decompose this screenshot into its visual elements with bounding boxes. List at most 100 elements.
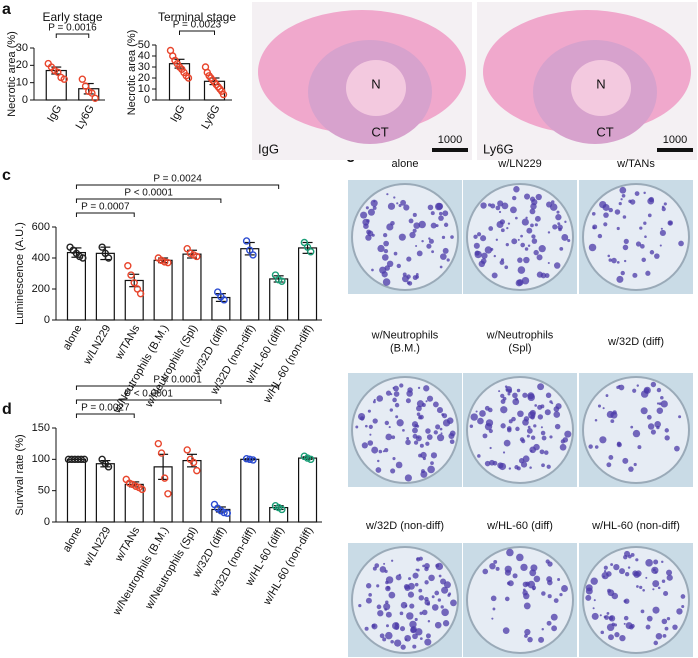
colony <box>512 392 518 399</box>
colony <box>493 254 496 258</box>
colony <box>520 563 528 572</box>
y-axis-label: Necrotic area (%) <box>6 31 18 117</box>
colony <box>603 569 607 573</box>
colony <box>389 408 393 412</box>
colony <box>521 439 526 444</box>
significance-bracket <box>75 212 135 217</box>
colony <box>480 235 487 242</box>
colonies <box>482 548 568 643</box>
colony <box>419 611 423 615</box>
colony <box>523 416 530 422</box>
colony <box>416 412 421 416</box>
colony <box>408 577 412 581</box>
plate-label: w/32D (non-diff) <box>365 520 444 532</box>
colony <box>418 220 426 229</box>
colony <box>625 622 633 630</box>
colonies <box>588 381 682 472</box>
colony <box>618 202 622 206</box>
colony <box>415 568 418 571</box>
colony <box>681 604 685 609</box>
colony <box>491 617 494 620</box>
colony <box>664 435 670 441</box>
panel-label: c <box>2 167 11 184</box>
colony <box>645 559 653 567</box>
colony <box>384 569 388 573</box>
x-tick-label: w/LN229 <box>81 525 114 569</box>
colony <box>616 226 620 231</box>
colony <box>481 252 488 259</box>
colony <box>473 234 478 239</box>
colony <box>537 414 544 420</box>
colony <box>367 409 371 413</box>
colony <box>386 260 394 268</box>
colony <box>371 623 378 630</box>
colony <box>614 632 620 638</box>
colony <box>545 392 552 398</box>
colony <box>425 441 430 446</box>
colony <box>610 563 614 566</box>
colony <box>527 425 531 429</box>
colony <box>488 226 494 231</box>
colony <box>386 223 394 231</box>
colony <box>540 426 543 429</box>
colony <box>383 240 389 247</box>
colony <box>643 386 651 394</box>
bar <box>66 251 87 321</box>
colony <box>435 562 444 571</box>
x-tick-label: Ly6G <box>74 103 97 131</box>
colony <box>657 586 661 590</box>
colony <box>395 415 399 419</box>
colony <box>387 202 396 210</box>
colony <box>603 565 608 570</box>
colony <box>487 203 492 207</box>
colony <box>656 402 660 405</box>
plate <box>351 376 459 484</box>
colony <box>480 202 487 209</box>
colony <box>611 257 617 264</box>
colony <box>632 429 641 438</box>
data-point <box>54 68 62 76</box>
colony <box>661 618 668 625</box>
bar <box>168 63 191 101</box>
colony <box>549 435 553 439</box>
colony <box>641 257 646 263</box>
data-point <box>184 74 193 82</box>
colony <box>399 626 406 632</box>
colony <box>505 243 509 247</box>
colony <box>633 462 637 467</box>
colony <box>517 410 524 418</box>
colony <box>500 228 505 233</box>
colony <box>504 596 510 602</box>
colony <box>502 396 507 401</box>
colony <box>616 275 624 283</box>
colony <box>605 394 609 397</box>
colony <box>393 196 396 199</box>
colony <box>489 562 496 570</box>
colony <box>529 466 532 469</box>
colony <box>646 615 653 622</box>
colony <box>627 566 631 569</box>
y-tick-label: 400 <box>32 252 50 264</box>
colony <box>588 444 593 449</box>
colony <box>385 611 392 618</box>
colony <box>527 392 535 400</box>
colony <box>404 474 412 482</box>
colony <box>482 568 489 575</box>
colony <box>403 204 410 211</box>
colony <box>535 193 542 201</box>
colony <box>509 206 517 214</box>
colony <box>424 566 429 572</box>
significance-bracket <box>75 385 280 390</box>
colony <box>603 222 608 227</box>
colony <box>388 426 391 429</box>
colony <box>594 445 599 449</box>
colony <box>610 419 615 424</box>
colony <box>591 211 596 216</box>
colony <box>379 266 387 274</box>
data-point <box>278 277 286 285</box>
colony <box>551 625 558 632</box>
colony <box>585 587 593 595</box>
colony <box>624 572 630 577</box>
colonies <box>360 193 454 286</box>
colony <box>515 397 519 401</box>
